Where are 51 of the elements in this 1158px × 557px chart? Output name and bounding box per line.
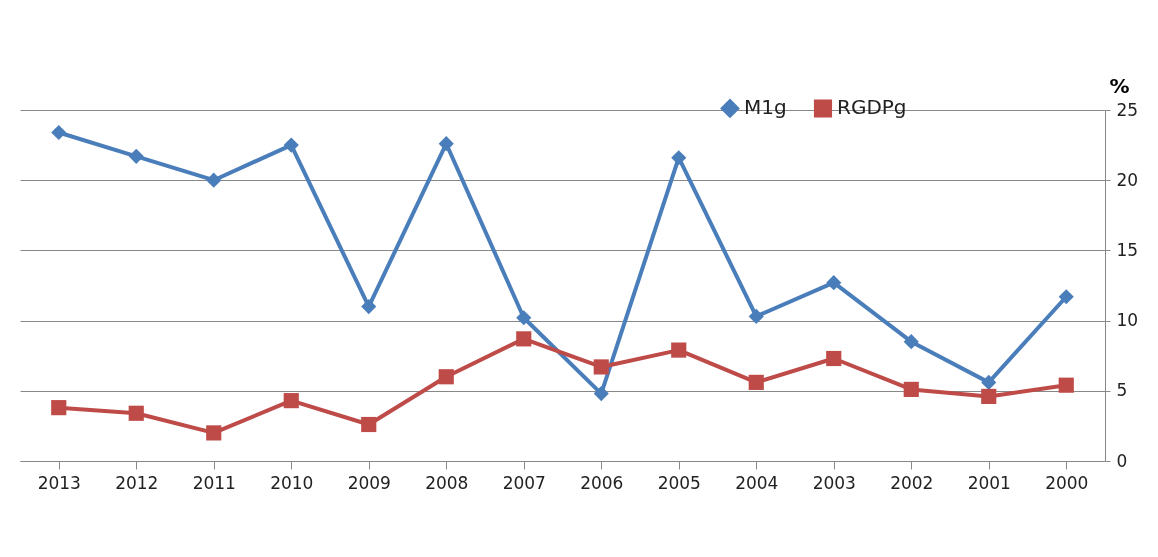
legend-label: RGDPg <box>837 95 907 120</box>
x-tick-label: 2011 <box>192 472 236 493</box>
point <box>903 334 919 350</box>
point <box>1058 289 1074 305</box>
x-tick-label: 2006 <box>580 472 624 493</box>
point <box>438 369 454 385</box>
point <box>361 416 377 433</box>
x-tick-label: 2000 <box>1045 472 1089 493</box>
point <box>826 350 842 367</box>
point <box>206 425 222 441</box>
y-tick-label: 0 <box>1116 450 1128 471</box>
x-tick-label: 2013 <box>37 472 81 493</box>
point <box>128 148 144 164</box>
point <box>671 342 687 358</box>
point <box>748 308 764 324</box>
point <box>51 400 67 416</box>
point <box>361 298 377 315</box>
y-axis-title: % <box>1109 73 1130 98</box>
y-tick-label: 10 <box>1116 310 1139 331</box>
legend-label: M1g <box>744 95 787 120</box>
point <box>516 310 532 326</box>
x-tick-label: 2012 <box>115 472 159 493</box>
x-tick-label: 2008 <box>425 472 469 493</box>
y-tick-label: 5 <box>1116 380 1128 401</box>
point <box>593 386 609 402</box>
y-tick-label: 15 <box>1116 239 1139 260</box>
point <box>671 150 687 166</box>
y-tick-label: 20 <box>1116 169 1139 190</box>
x-tick-label: 2001 <box>967 472 1011 493</box>
point <box>981 388 997 404</box>
x-tick-label: 2004 <box>735 472 779 493</box>
x-tick-label: 2010 <box>270 472 314 493</box>
y-tick-label: 25 <box>1116 99 1139 120</box>
point <box>438 136 454 152</box>
point <box>593 359 609 375</box>
point <box>516 331 532 347</box>
x-tick-label: 2005 <box>657 472 701 493</box>
point <box>981 374 997 390</box>
point <box>903 381 919 397</box>
point <box>1058 377 1074 393</box>
point <box>206 172 222 188</box>
point <box>51 124 67 141</box>
point <box>748 374 764 390</box>
x-tick-label: 2002 <box>890 472 934 493</box>
point <box>826 275 842 291</box>
x-tick-label: 2009 <box>347 472 391 493</box>
x-tick-label: 2007 <box>502 472 546 493</box>
point <box>283 137 299 153</box>
point <box>283 393 299 409</box>
x-tick-label: 2003 <box>812 472 856 493</box>
point <box>128 405 144 421</box>
